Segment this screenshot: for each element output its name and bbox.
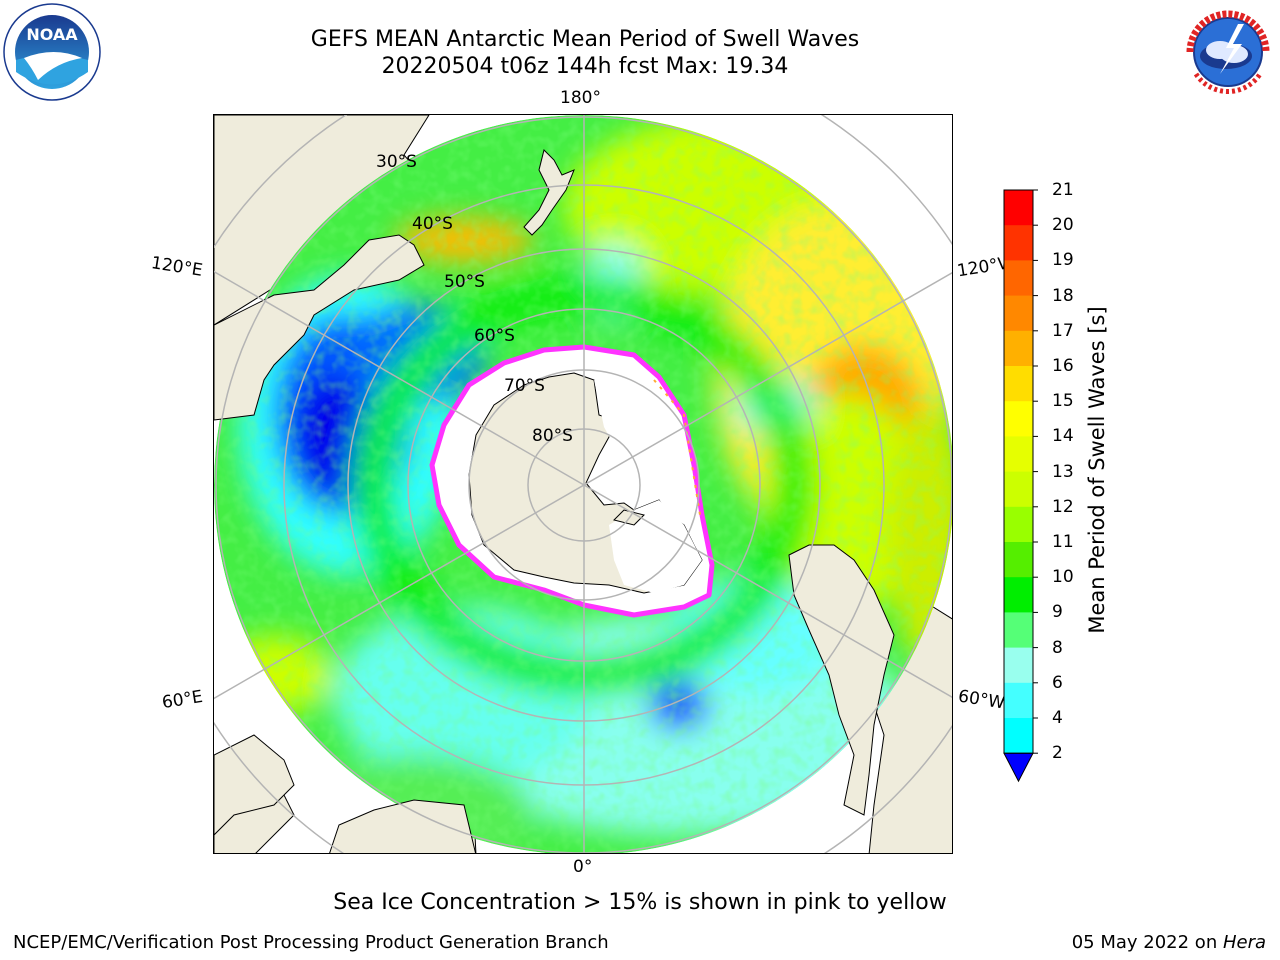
- footer-host: Hera: [1222, 932, 1266, 953]
- colorbar-label: Mean Period of Swell Waves [s]: [1085, 306, 1109, 634]
- colorbar-tick-label: 12: [1052, 496, 1074, 517]
- colorbar-tick-label: 13: [1052, 461, 1074, 482]
- colorbar-tick-label: 21: [1052, 180, 1074, 200]
- chart-subtitle: 20220504 t06z 144h fcst Max: 19.34: [381, 54, 789, 79]
- colorbar-segment: [1004, 542, 1033, 578]
- chart-title: GEFS MEAN Antarctic Mean Period of Swell…: [310, 27, 860, 52]
- colorbar-tick-label: 8: [1052, 637, 1063, 658]
- colorbar-tick-label: 9: [1052, 602, 1063, 623]
- map-frame: 30°S 40°S 50°S 60°S 70°S 80°S: [213, 114, 953, 854]
- colorbar-tick-label: 4: [1052, 708, 1063, 728]
- colorbar-segment: [1004, 330, 1033, 367]
- footer-date: 05 May 2022 on Hera: [1072, 932, 1266, 953]
- colorbar-tick-label: 19: [1052, 250, 1074, 271]
- latitude-labels: 30°S 40°S 50°S 60°S 70°S 80°S: [376, 152, 573, 446]
- noaa-logo: NOAA: [3, 3, 101, 101]
- colorbar-tick-label: 17: [1052, 320, 1074, 341]
- lon-label-left-upper: 120°E: [149, 253, 204, 281]
- footer-date-text: 05 May 2022 on: [1071, 932, 1223, 953]
- colorbar-tick-label: 16: [1052, 356, 1074, 376]
- lat-label-80s: 80°S: [532, 426, 573, 446]
- lon-label-right-lower: 60°W: [956, 686, 1007, 714]
- colorbar-tick-label: 6: [1052, 672, 1063, 693]
- colorbar-tick-label: 2: [1052, 743, 1063, 764]
- colorbar-segment: [1004, 718, 1033, 754]
- colorbar-extend-arrow: [1003, 752, 1034, 783]
- colorbar-tick-label: 14: [1052, 426, 1074, 447]
- colorbar-segment: [1004, 190, 1033, 226]
- lat-label-70s: 70°S: [504, 376, 545, 396]
- landmasses: [214, 149, 895, 853]
- colorbar-tick-label: 10: [1052, 567, 1074, 588]
- nws-logo: [1180, 4, 1276, 100]
- colorbar-tick-label: 20: [1052, 215, 1074, 236]
- colorbar-tick-label: 11: [1052, 532, 1074, 552]
- colorbar-tick-label: 18: [1052, 285, 1074, 306]
- colorbar-segment: [1004, 366, 1033, 402]
- colorbar-segment: [1004, 506, 1033, 543]
- colorbar-segment: [1004, 401, 1033, 437]
- polar-map: 30°S 40°S 50°S 60°S 70°S 80°S: [214, 115, 952, 853]
- footer-credit: NCEP/EMC/Verification Post Processing Pr…: [13, 932, 609, 953]
- colorbar-segment: [1004, 682, 1033, 719]
- noaa-logo-text: NOAA: [26, 25, 78, 44]
- colorbar-segment: [1004, 577, 1033, 613]
- colorbar: [1003, 189, 1038, 783]
- lon-label-left-lower: 60°E: [160, 686, 205, 714]
- antarctica: [468, 372, 703, 594]
- lat-label-50s: 50°S: [444, 272, 485, 292]
- colorbar-tick-label: 15: [1052, 391, 1074, 412]
- lon-label-top: 180°: [560, 88, 601, 108]
- colorbar-segment: [1004, 225, 1033, 261]
- colorbar-segment: [1004, 647, 1033, 684]
- colorbar-segment: [1004, 436, 1033, 473]
- caption: Sea Ice Concentration > 15% is shown in …: [333, 890, 947, 915]
- lat-label-60s: 60°S: [474, 326, 515, 346]
- colorbar-segment: [1004, 471, 1033, 508]
- colorbar-segment: [1004, 295, 1033, 332]
- colorbar-segment: [1004, 612, 1033, 649]
- lat-label-30s: 30°S: [376, 152, 417, 172]
- lon-label-bottom: 0°: [573, 857, 593, 877]
- graticule: [214, 115, 952, 853]
- colorbar-segment: [1004, 260, 1033, 297]
- lat-label-40s: 40°S: [412, 214, 453, 234]
